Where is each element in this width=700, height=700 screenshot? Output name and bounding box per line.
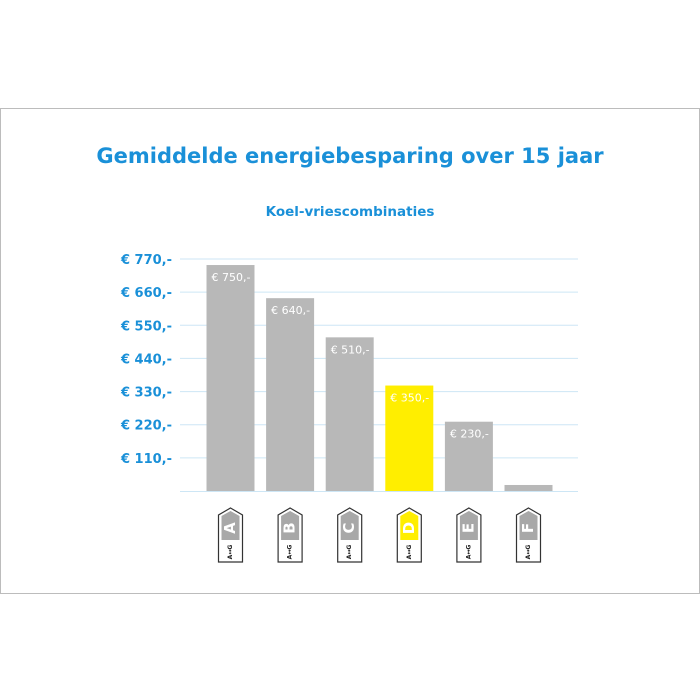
- bars: € 750,- € 640,- € 510,- € 350,- € 230,-: [206, 265, 553, 491]
- y-tick-label: € 220,-: [120, 419, 172, 434]
- badge-fill: [400, 511, 419, 540]
- energy-label-badges: A A↔G B A↔G C A↔G D A↔G E A↔G F A↔G: [217, 507, 542, 563]
- data-label: € 640,-: [271, 304, 310, 317]
- energy-badge-d: D A↔G: [396, 507, 422, 563]
- badge-fill: [221, 511, 240, 540]
- badge-fill: [281, 511, 300, 540]
- badge-fill: [340, 511, 359, 540]
- data-label: € 750,-: [212, 271, 251, 284]
- y-tick-label: € 330,-: [120, 386, 172, 401]
- y-tick-label: € 110,-: [120, 452, 172, 467]
- badge-letter: F: [519, 523, 537, 533]
- y-axis-tick-labels: € 110,- € 220,- € 330,- € 440,- € 550,- € 660…: [120, 253, 172, 467]
- bar-a: [206, 265, 255, 491]
- badge-letter: C: [340, 522, 358, 533]
- data-label: € 350,-: [390, 392, 429, 405]
- bar-d: [385, 385, 434, 491]
- badge-letter: B: [281, 522, 299, 533]
- badge-letter: A: [221, 522, 239, 534]
- badge-scale-text: A↔G: [525, 545, 532, 560]
- bar-e: [444, 421, 493, 491]
- badge-scale-text: A↔G: [287, 545, 294, 560]
- bar-c: [325, 337, 374, 491]
- energy-badge-c: C A↔G: [337, 507, 363, 563]
- badge-scale-text: A↔G: [227, 545, 234, 560]
- energy-badge-e: E A↔G: [456, 507, 482, 563]
- bar-b: [266, 298, 315, 491]
- badge-fill: [519, 511, 538, 540]
- badge-letter: D: [400, 522, 418, 534]
- y-tick-label: € 660,-: [120, 286, 172, 301]
- y-tick-label: € 770,-: [120, 253, 172, 268]
- energy-badge-f: F A↔G: [515, 507, 542, 563]
- badge-scale-text: A↔G: [406, 545, 413, 560]
- y-tick-label: € 440,-: [120, 352, 172, 367]
- badge-scale-text: A↔G: [346, 545, 353, 560]
- y-tick-label: € 550,-: [120, 319, 172, 334]
- badge-scale-text: A↔G: [465, 545, 472, 560]
- energy-badge-b: B A↔G: [277, 507, 303, 563]
- bar-f: [504, 484, 553, 491]
- data-label: € 230,-: [450, 428, 489, 441]
- chart-title: Gemiddelde energiebesparing over 15 jaar: [96, 144, 604, 168]
- badge-letter: E: [459, 523, 477, 533]
- badge-fill: [459, 511, 478, 540]
- chart-subtitle: Koel-vriescombinaties: [265, 204, 435, 220]
- data-label: € 510,-: [331, 343, 370, 356]
- energy-badge-a: A A↔G: [217, 507, 244, 563]
